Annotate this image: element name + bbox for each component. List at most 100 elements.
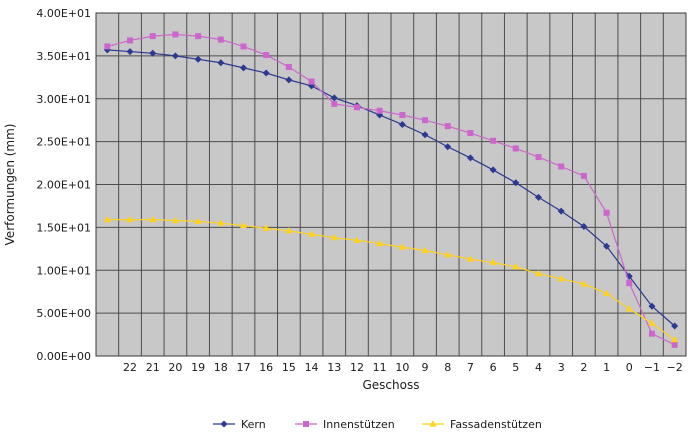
- x-tick-label: 22: [123, 361, 137, 374]
- x-tick-label: 13: [327, 361, 341, 374]
- data-point: [466, 255, 475, 262]
- y-tick-label: 4.00E+01: [36, 7, 91, 20]
- x-tick-label: 6: [490, 361, 497, 374]
- data-point: [490, 137, 497, 144]
- data-point: [557, 275, 565, 282]
- data-point: [444, 123, 451, 130]
- data-point: [467, 130, 474, 137]
- data-point: [194, 217, 202, 224]
- y-tick-label: 1.50E+01: [36, 221, 91, 234]
- data-point: [307, 230, 316, 237]
- axes: [95, 12, 687, 357]
- data-point: [489, 166, 497, 174]
- data-point: [149, 215, 157, 223]
- x-tick-label: 15: [282, 361, 296, 374]
- data-point: [398, 120, 406, 128]
- x-tick-label: 5: [512, 361, 519, 374]
- data-point: [217, 59, 225, 67]
- x-tick-label: −2: [667, 361, 683, 374]
- legend-label: Innenstützen: [323, 418, 395, 431]
- data-point: [103, 215, 111, 223]
- data-point: [444, 143, 452, 151]
- x-tick-label: 9: [422, 361, 429, 374]
- series-line: [107, 49, 676, 327]
- data-point: [421, 246, 429, 254]
- x-tick-label: 4: [535, 361, 542, 374]
- data-point: [648, 330, 655, 337]
- x-tick-label: 7: [467, 361, 474, 374]
- legend: Kern Innenstützen Fassadenstützen: [213, 418, 542, 431]
- y-tick-label: 3.00E+01: [36, 93, 91, 106]
- legend-item: Fassadenstützen: [422, 418, 542, 431]
- x-tick-label: 14: [305, 361, 319, 374]
- x-tick-label: 21: [146, 361, 160, 374]
- data-point: [376, 107, 383, 114]
- x-tick-label: 0: [626, 361, 633, 374]
- data-point: [671, 335, 679, 343]
- data-point: [648, 302, 656, 310]
- data-point: [512, 263, 520, 270]
- data-point: [625, 305, 633, 312]
- data-point: [603, 209, 610, 216]
- data-point: [285, 64, 292, 71]
- y-tick-label: 0.00E+00: [36, 350, 91, 363]
- data-point: [421, 131, 429, 139]
- data-point: [466, 154, 474, 162]
- legend-item: Kern: [213, 418, 266, 431]
- data-point: [399, 112, 406, 119]
- data-point: [240, 64, 247, 72]
- data-point: [194, 55, 202, 63]
- data-point: [127, 37, 134, 44]
- data-point: [149, 49, 157, 57]
- data-point: [422, 117, 429, 124]
- legend-marker: [220, 420, 228, 428]
- data-point: [534, 269, 543, 277]
- data-point: [671, 322, 679, 330]
- data-point: [171, 52, 179, 60]
- x-tick-label: −1: [644, 361, 660, 374]
- x-tick-label: 2: [580, 361, 587, 374]
- x-tick-label: 3: [558, 361, 565, 374]
- tick-labels: 0.00E+00 5.00E+00 1.00E+01 1.50E+01 2.00E+01…: [36, 7, 682, 374]
- legend-label: Fassadenstützen: [450, 418, 542, 431]
- data-point: [535, 193, 542, 201]
- data-point: [626, 280, 633, 287]
- data-point: [126, 48, 134, 56]
- x-tick-label: 8: [444, 361, 451, 374]
- legend-item: Innenstützen: [295, 418, 395, 431]
- data-point: [262, 69, 270, 77]
- x-axis-title: Geschoss: [363, 378, 420, 392]
- x-tick-label: 16: [259, 361, 273, 374]
- legend-label: Kern: [241, 418, 266, 431]
- data-point: [263, 52, 270, 59]
- data-point: [444, 251, 452, 258]
- y-tick-label: 1.00E+01: [36, 264, 91, 277]
- data-point: [171, 216, 180, 224]
- data-point: [240, 43, 247, 50]
- plot-border: [95, 12, 687, 357]
- x-tick-label: 17: [237, 361, 251, 374]
- y-tick-label: 3.50E+01: [36, 50, 91, 63]
- legend-marker: [429, 420, 437, 427]
- data-point: [557, 207, 565, 215]
- data-point: [149, 33, 156, 40]
- data-point: [308, 78, 315, 85]
- data-point: [671, 341, 678, 348]
- data-point: [580, 280, 588, 287]
- data-point: [558, 163, 565, 170]
- data-point: [512, 179, 520, 187]
- data-series: [103, 31, 679, 348]
- x-tick-label: 1: [603, 361, 610, 374]
- data-point: [602, 289, 611, 297]
- data-point: [648, 319, 656, 327]
- data-point: [535, 154, 542, 161]
- data-point: [353, 104, 360, 111]
- x-tick-label: 19: [191, 361, 205, 374]
- x-tick-label: 20: [168, 361, 182, 374]
- series-innenst-tzen: [104, 31, 678, 348]
- series-line: [107, 219, 676, 341]
- series-line: [107, 33, 675, 346]
- data-point: [376, 239, 384, 247]
- data-point: [603, 242, 611, 250]
- data-point: [217, 36, 224, 43]
